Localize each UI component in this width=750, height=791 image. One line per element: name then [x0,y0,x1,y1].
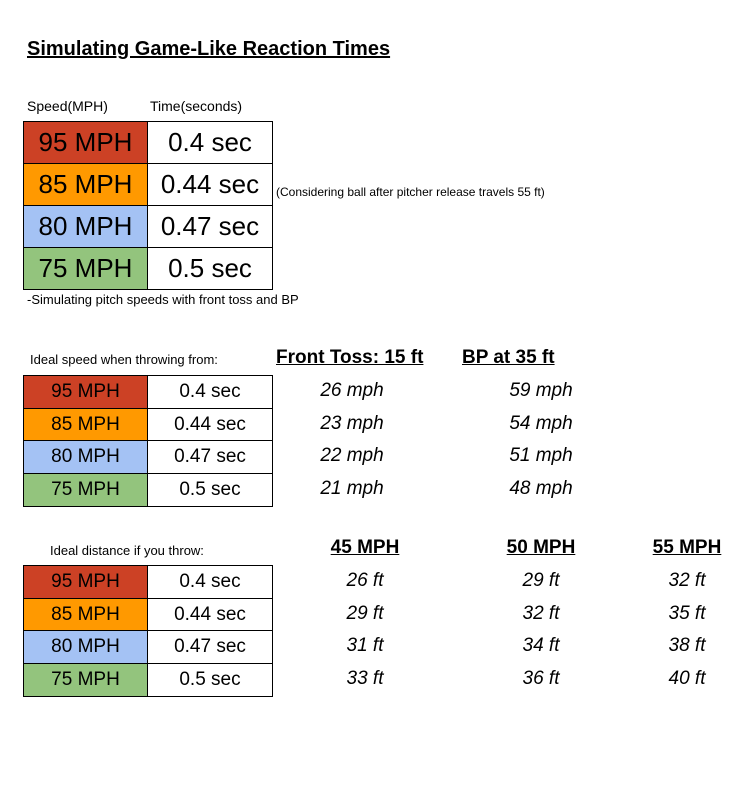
table-cell: 75 MPH [23,247,148,290]
table-value: 26 mph [320,380,384,401]
table-cell: 0.44 sec [147,597,273,632]
column-header: 50 MPH [506,537,576,558]
table-value: 54 mph [509,412,573,434]
table-value: 36 ft [522,668,560,690]
table-label: Ideal distance if you throw: [50,543,204,558]
table-cell: 0.5 sec [147,247,273,290]
table-cell: 85 MPH [23,163,148,206]
table-value: 34 ft [522,635,560,657]
table-cell: 0.44 sec [147,163,273,206]
column-header: Time(seconds) [150,98,243,114]
table-value: 32 ft [668,570,706,591]
table-value: 59 mph [509,380,573,401]
table-cell: 0.5 sec [147,663,273,697]
column-header: 55 MPH [652,537,722,558]
table-value: 29 ft [522,570,560,591]
note: (Considering ball after pitcher release … [276,185,545,199]
table-value: 38 ft [668,635,706,657]
table-cell: 75 MPH [23,663,148,697]
footnote: -Simulating pitch speeds with front toss… [27,292,299,307]
table-value: 32 ft [522,602,560,624]
table-cell: 0.47 sec [147,440,273,475]
column-header: Front Toss: 15 ft [276,347,424,368]
table-value: 33 ft [346,668,384,690]
column-header: BP at 35 ft [462,347,555,368]
table-cell: 95 MPH [23,375,148,409]
table-cell: 0.5 sec [147,473,273,507]
table-cell: 0.47 sec [147,630,273,665]
table-value: 21 mph [320,478,384,500]
table-label: Ideal speed when throwing from: [30,352,218,367]
table-value: 29 ft [346,602,384,624]
table-cell: 0.47 sec [147,205,273,248]
column-header: Speed(MPH) [27,98,108,114]
table-value: 23 mph [320,412,384,434]
table-cell: 80 MPH [23,630,148,665]
title: Simulating Game-Like Reaction Times [27,38,391,60]
table-cell: 85 MPH [23,407,148,442]
table-value: 22 mph [320,445,384,467]
table-value: 35 ft [668,602,706,624]
table-value: 40 ft [668,668,706,690]
table-cell: 95 MPH [23,121,148,164]
table-cell: 80 MPH [23,440,148,475]
table-cell: 85 MPH [23,597,148,632]
table-cell: 0.4 sec [147,375,273,409]
table-value: 51 mph [509,445,573,467]
table-cell: 80 MPH [23,205,148,248]
table-cell: 0.4 sec [147,565,273,599]
table-value: 26 ft [346,570,384,591]
table-value: 31 ft [346,635,384,657]
table-value: 48 mph [509,478,573,500]
table-cell: 75 MPH [23,473,148,507]
column-header: 45 MPH [330,537,400,558]
table-cell: 95 MPH [23,565,148,599]
table-cell: 0.4 sec [147,121,273,164]
table-cell: 0.44 sec [147,407,273,442]
